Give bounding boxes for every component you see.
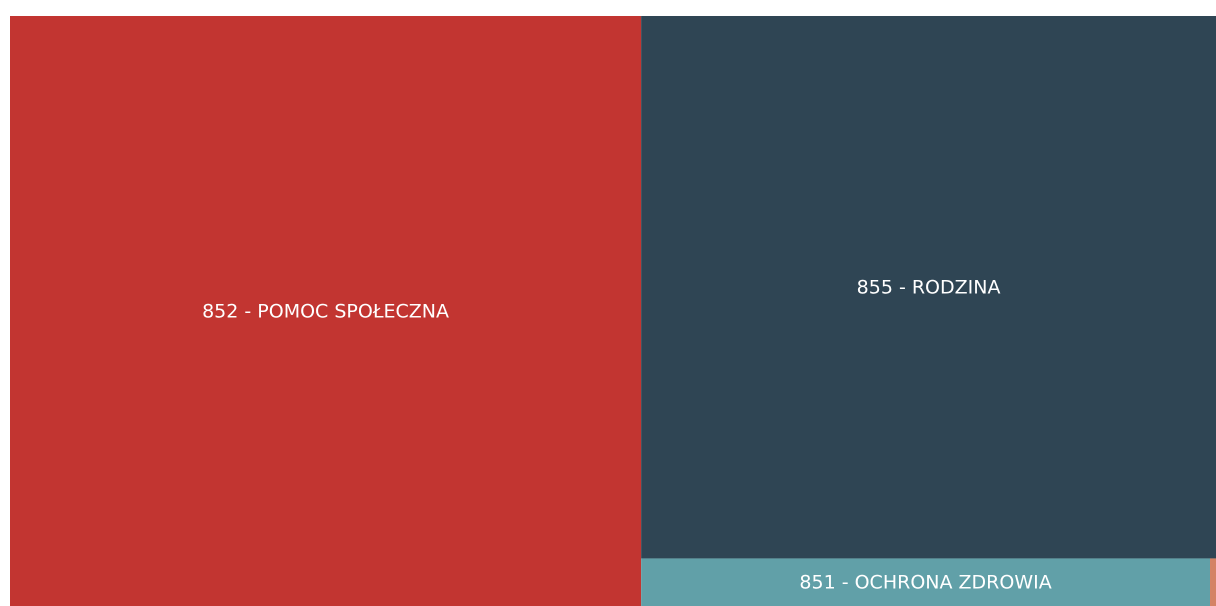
cell-label: 851 - OCHRONA ZDROWIA	[799, 572, 1051, 594]
cell-label: 852 - POMOC SPOŁECZNA	[202, 301, 449, 323]
treemap-cell	[1210, 558, 1216, 606]
cell-label: 855 - RODZINA	[857, 277, 1001, 299]
treemap-cell	[10, 16, 642, 606]
treemap-cell	[641, 16, 1216, 559]
treemap-cell	[641, 558, 1211, 606]
